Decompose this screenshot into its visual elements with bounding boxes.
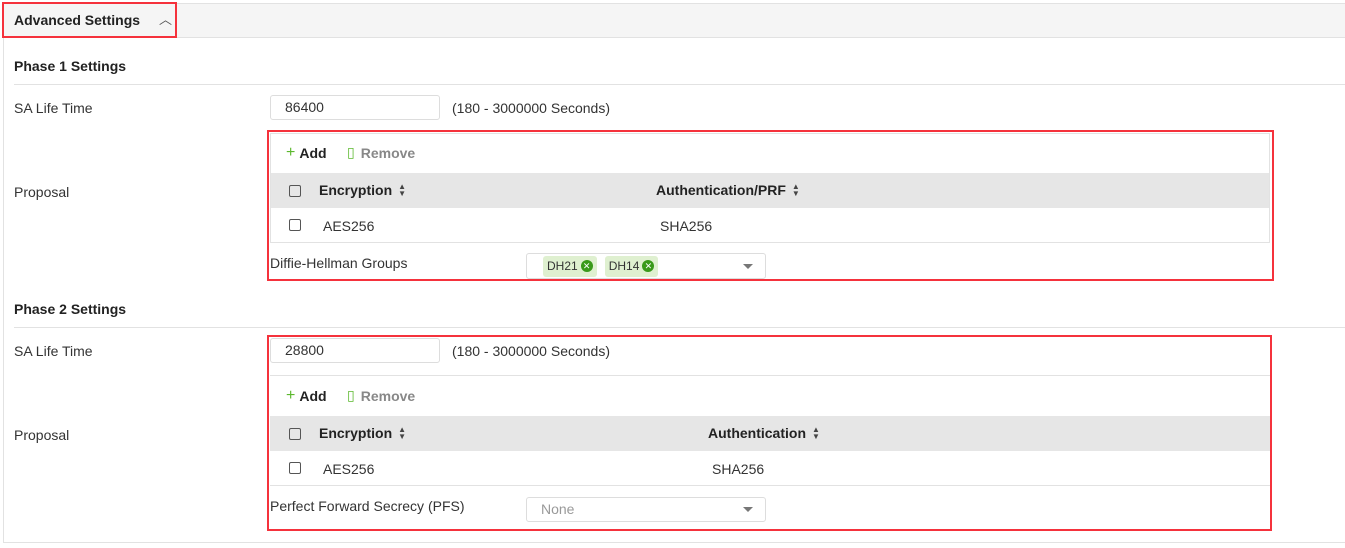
proposal-label: Proposal xyxy=(14,427,70,443)
dh-groups-label: Diffie-Hellman Groups xyxy=(270,255,408,271)
dh-tag: DH14 ✕ xyxy=(604,255,659,277)
column-authentication[interactable]: Authentication/PRF xyxy=(656,182,786,198)
dh-tag: DH21 ✕ xyxy=(543,255,597,277)
sort-icon[interactable]: ▲ ▼ xyxy=(398,425,407,441)
column-encryption[interactable]: Encryption xyxy=(319,182,393,198)
chevron-up-icon[interactable]: ︿ xyxy=(159,12,173,27)
sa-lifetime-hint: (180 - 3000000 Seconds) xyxy=(452,100,610,116)
remove-tag-icon[interactable]: ✕ xyxy=(580,260,593,272)
add-button[interactable]: + Add xyxy=(286,387,327,404)
sa-lifetime-label: SA Life Time xyxy=(14,100,93,116)
row-checkbox[interactable] xyxy=(289,219,301,231)
proposal-label: Proposal xyxy=(14,184,70,200)
add-button[interactable]: + Add xyxy=(286,144,327,161)
column-authentication[interactable]: Authentication xyxy=(708,425,806,441)
sort-icon[interactable]: ▲ ▼ xyxy=(398,182,407,198)
dh-groups-select[interactable]: DH21 ✕ DH14 ✕ xyxy=(526,253,766,279)
column-encryption-header[interactable]: Encryption ▲ ▼ xyxy=(319,425,406,441)
highlight-box xyxy=(267,130,1274,281)
section-title: Advanced Settings xyxy=(14,12,141,28)
remove-button[interactable]: ▯ Remove xyxy=(347,387,416,404)
sort-icon[interactable]: ▲ ▼ xyxy=(812,425,820,441)
divider xyxy=(270,485,1270,486)
phase2-title: Phase 2 Settings xyxy=(14,301,127,317)
column-encryption-header[interactable]: Encryption ▲ ▼ xyxy=(319,182,406,198)
pfs-select[interactable]: None xyxy=(526,497,766,522)
plus-icon: + xyxy=(286,387,296,404)
sort-icon[interactable]: ▲ ▼ xyxy=(791,182,800,198)
plus-icon: + xyxy=(286,144,296,161)
remove-tag-icon[interactable]: ✕ xyxy=(642,260,655,272)
select-all-checkbox[interactable] xyxy=(289,428,301,440)
trash-icon: ▯ xyxy=(347,387,355,403)
divider xyxy=(14,84,1345,85)
row-encryption: AES256 xyxy=(323,218,375,234)
row-authentication: SHA256 xyxy=(660,218,713,234)
advanced-settings-panel xyxy=(3,3,1345,543)
sa-lifetime-input[interactable]: 28800 xyxy=(270,338,440,363)
table-header xyxy=(271,173,1269,208)
column-authentication-header[interactable]: Authentication ▲ ▼ xyxy=(708,425,820,441)
sa-lifetime-input[interactable]: 86400 xyxy=(270,95,440,120)
divider xyxy=(270,375,1270,376)
divider xyxy=(14,327,1345,328)
row-checkbox[interactable] xyxy=(289,462,301,474)
column-authentication-header[interactable]: Authentication/PRF ▲ ▼ xyxy=(656,182,800,198)
pfs-label: Perfect Forward Secrecy (PFS) xyxy=(270,498,465,514)
advanced-settings-header[interactable] xyxy=(4,4,1345,38)
remove-button[interactable]: ▯ Remove xyxy=(347,144,416,161)
highlight-box xyxy=(267,335,1272,531)
highlight-box xyxy=(2,2,177,38)
sa-lifetime-label: SA Life Time xyxy=(14,343,93,359)
sa-lifetime-hint: (180 - 3000000 Seconds) xyxy=(452,343,610,359)
trash-icon: ▯ xyxy=(347,144,355,160)
row-encryption: AES256 xyxy=(323,461,375,477)
divider xyxy=(271,242,1269,243)
column-encryption[interactable]: Encryption xyxy=(319,425,393,441)
table-header xyxy=(270,416,1270,451)
dropdown-caret-icon[interactable] xyxy=(743,264,753,269)
select-all-checkbox[interactable] xyxy=(289,185,301,197)
dropdown-caret-icon[interactable] xyxy=(743,507,753,512)
row-authentication: SHA256 xyxy=(712,461,765,477)
phase1-title: Phase 1 Settings xyxy=(14,58,127,74)
